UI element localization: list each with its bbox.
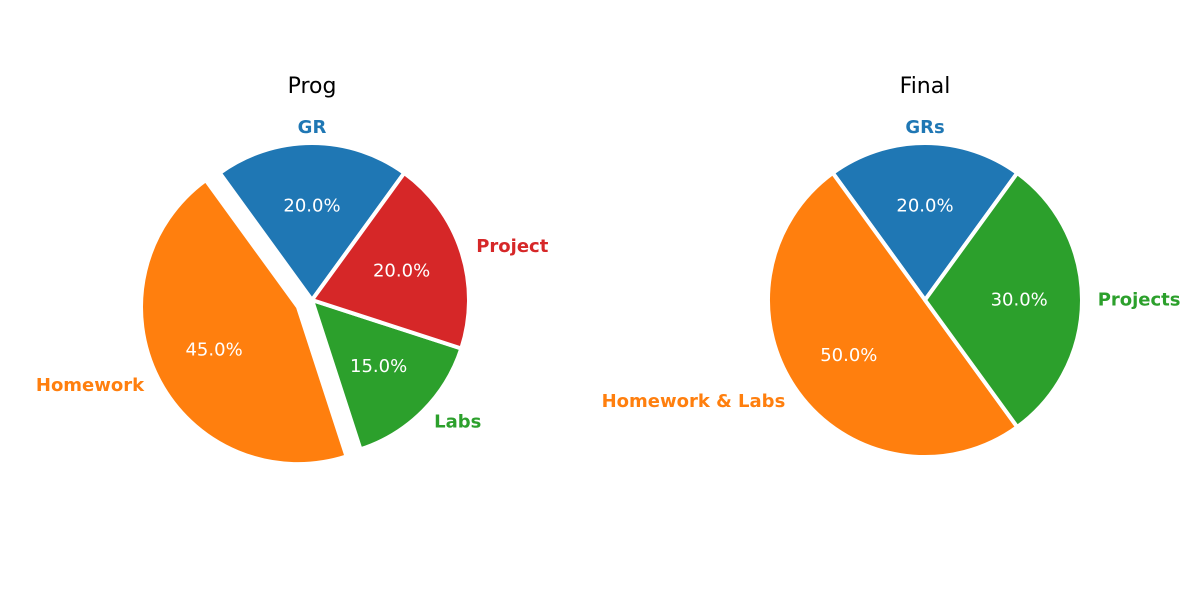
percent-label-grs: 20.0% xyxy=(896,195,953,216)
pie-slice-homework xyxy=(139,178,349,467)
slice-label-labs: Labs xyxy=(434,412,481,433)
pie-slice-homework-labs xyxy=(766,170,1020,459)
slice-label-homework-labs: Homework & Labs xyxy=(602,391,786,412)
pie-chart-final: Final 20.0% GRs 50.0% Homework & Labs 30.0% P… xyxy=(602,74,1181,459)
percent-label-labs: 15.0% xyxy=(350,356,407,377)
percent-label-project: 20.0% xyxy=(373,260,430,281)
slice-label-projects: Projects xyxy=(1098,290,1181,311)
slice-label-homework: Homework xyxy=(36,375,145,396)
percent-label-homework: 45.0% xyxy=(185,339,242,360)
slice-label-gr: GR xyxy=(298,117,327,138)
pie-chart-prog: Prog 20.0% GR 45.0% Homework 15.0% Labs 20.0% P… xyxy=(36,74,549,467)
percent-label-projects: 30.0% xyxy=(991,290,1048,311)
pie-slice-project xyxy=(310,170,471,351)
chart-title-prog: Prog xyxy=(288,74,337,99)
slice-label-grs: GRs xyxy=(905,117,944,138)
pie-slice-grs xyxy=(830,141,1020,302)
pie-slice-projects xyxy=(923,170,1084,430)
chart-title-final: Final xyxy=(900,74,951,99)
pie-slices-prog: 20.0% GR 45.0% Homework 15.0% Labs 20.0% Projec… xyxy=(36,117,549,467)
pie-slice-gr xyxy=(217,141,407,302)
slice-label-project: Project xyxy=(476,236,548,257)
pie-slices-final: 20.0% GRs 50.0% Homework & Labs 30.0% Project… xyxy=(602,117,1181,459)
percent-label-gr: 20.0% xyxy=(283,195,340,216)
percent-label-homework-labs: 50.0% xyxy=(820,345,877,366)
